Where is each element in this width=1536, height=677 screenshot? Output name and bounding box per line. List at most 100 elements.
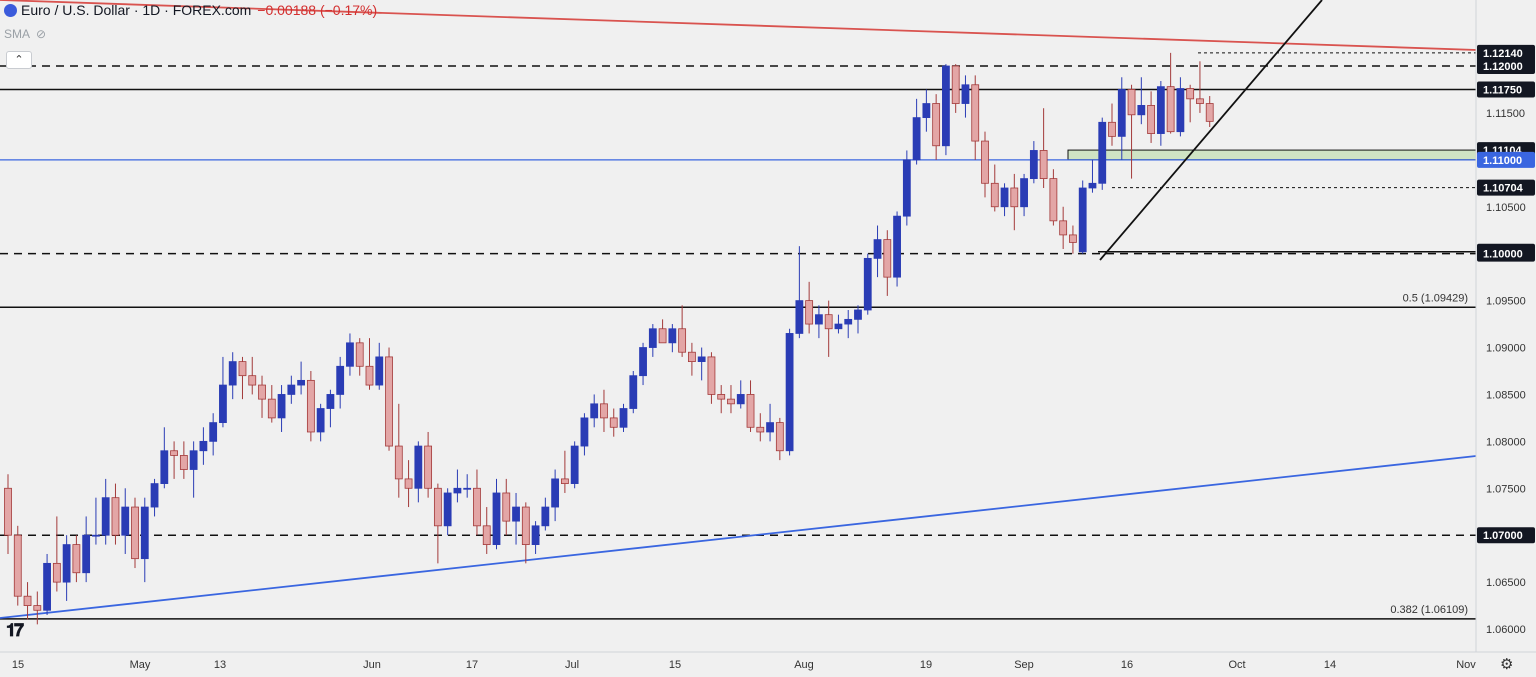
bull-candle — [922, 89, 931, 132]
bear-candle — [1196, 61, 1204, 113]
candle-body — [150, 483, 159, 508]
chart-settings-gear-icon[interactable]: ⚙ — [1500, 656, 1514, 673]
candle-body — [72, 544, 81, 574]
hidden-eye-icon[interactable]: ⊘ — [36, 27, 47, 41]
bear-candle — [13, 525, 22, 606]
price-tick-label: 1.06000 — [1486, 624, 1526, 636]
bear-candle — [267, 385, 276, 423]
candle-body — [1117, 89, 1126, 137]
time-axis: 15 May 13 Jun 17 Jul 15 Aug 19 Sep 16 Oct 14 Nov — [0, 651, 1536, 671]
bear-candle — [600, 389, 608, 432]
price-tick-label: 1.07500 — [1486, 483, 1526, 495]
bear-candle — [238, 356, 247, 400]
candle-body — [717, 394, 726, 400]
candle-body — [560, 478, 569, 484]
bear-candle — [355, 338, 364, 376]
price-tick-label: 1.06500 — [1486, 577, 1526, 589]
bear-candle — [33, 591, 42, 625]
bull-candle — [590, 394, 599, 428]
candle-body — [1127, 89, 1136, 116]
bull-candle — [1029, 141, 1038, 184]
candle-body — [170, 450, 178, 456]
price-tick-label: 1.10500 — [1486, 202, 1526, 214]
candle-body — [453, 487, 462, 494]
price-label: 1.12000 — [1483, 61, 1523, 73]
candle-body — [834, 323, 843, 330]
candle-body — [267, 398, 276, 419]
bear-candle — [1069, 225, 1077, 254]
candle-body — [629, 375, 638, 409]
bull-candle — [326, 389, 335, 428]
candle-body — [33, 605, 42, 611]
bear-candle — [1166, 52, 1175, 134]
candle-body — [639, 347, 647, 377]
candle-body — [199, 440, 208, 452]
candle-body — [306, 379, 315, 433]
bear-candle — [502, 478, 511, 536]
bear-candle — [1108, 103, 1116, 146]
symbol-header[interactable]: Euro / U.S. Dollar · 1D · FOREX.com −0.00… — [4, 2, 377, 18]
candle-body — [619, 408, 628, 428]
candle-body — [336, 365, 345, 395]
price-label: 1.11750 — [1483, 84, 1522, 96]
candle-body — [912, 117, 921, 161]
bear-candle — [824, 300, 833, 357]
price-label: 1.11000 — [1483, 155, 1522, 167]
candle-body — [1010, 187, 1019, 208]
candle-body — [902, 159, 911, 217]
candle-body — [932, 103, 941, 147]
candle-body — [756, 426, 765, 433]
bull-candle — [160, 427, 169, 489]
candle-body — [62, 544, 71, 583]
bear-candle — [473, 469, 481, 536]
bull-candle — [1020, 173, 1028, 217]
bear-candle — [658, 319, 667, 344]
collapse-legend-button[interactable]: ⌃ — [6, 51, 32, 69]
price-tick-label: 1.08000 — [1486, 436, 1526, 448]
indicator-legend[interactable]: SMA ⊘ — [4, 27, 46, 41]
descending-resistance-trendline — [0, 0, 1536, 53]
bull-candle — [834, 314, 843, 334]
bull-candle — [121, 488, 130, 554]
bear-candle — [971, 75, 980, 160]
candle-body — [287, 384, 296, 395]
candle-body — [609, 417, 618, 428]
candle-body — [43, 562, 51, 611]
bear-candle — [248, 356, 257, 395]
bear-candle — [1186, 84, 1195, 123]
bull-candle — [873, 225, 882, 278]
bull-candle — [277, 385, 286, 432]
time-tick-label: 14 — [1324, 659, 1336, 671]
candle-body — [541, 506, 550, 527]
bull-candle — [453, 469, 462, 503]
candle-body — [805, 300, 814, 325]
candle-body — [1088, 182, 1097, 189]
candle-body — [854, 309, 862, 320]
bull-candle — [551, 469, 560, 522]
bear-candle — [1147, 91, 1155, 143]
bear-candle — [805, 281, 814, 334]
bear-candle — [52, 516, 61, 592]
candle-body — [375, 356, 384, 386]
bull-candle — [736, 380, 745, 409]
bear-candle — [404, 460, 413, 508]
candle-body — [1205, 103, 1214, 122]
candle-body — [668, 328, 677, 344]
bull-candle — [668, 324, 677, 353]
bull-candle — [287, 375, 296, 404]
bull-candle — [443, 488, 452, 536]
candle-body — [1029, 150, 1038, 180]
time-tick-label: Jun — [363, 659, 381, 671]
candle-body — [658, 328, 667, 344]
price-change: −0.00188 (−0.17%) — [257, 2, 378, 18]
candle-body — [92, 534, 100, 537]
candle-body — [981, 140, 989, 184]
bull-candle — [795, 246, 804, 339]
candle-body — [648, 328, 657, 348]
price-tick-label: 1.09500 — [1486, 296, 1526, 308]
candle-body — [355, 342, 364, 367]
candle-body — [82, 534, 91, 574]
bull-candle — [101, 478, 110, 545]
